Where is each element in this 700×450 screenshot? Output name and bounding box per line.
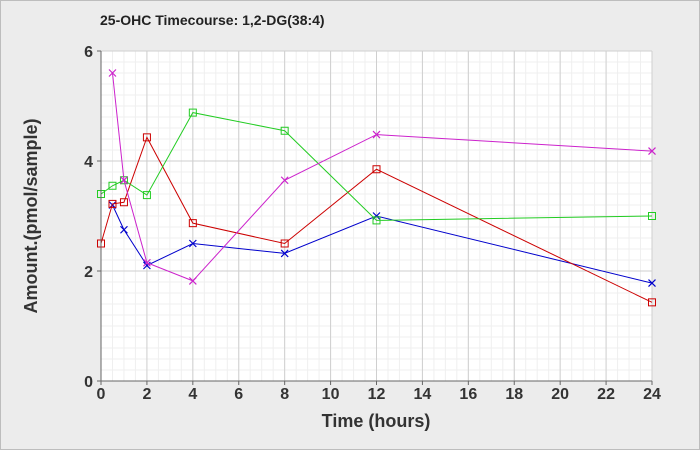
- y-tick-label: 0: [84, 374, 93, 391]
- data-point: [119, 198, 128, 207]
- data-point: [280, 249, 289, 258]
- x-tick-label: 12: [368, 386, 386, 403]
- data-point: [142, 133, 151, 142]
- x-tick-label: 22: [597, 386, 615, 403]
- x-axis-ticks: 0 2 4 6 8 10 12 14 16 18 20 22 24: [97, 381, 661, 403]
- y-tick-label: 4: [84, 154, 93, 171]
- data-point: [120, 176, 128, 185]
- x-tick-label: 4: [188, 386, 197, 403]
- y-axis-ticks: 0 2 4 6: [84, 44, 101, 391]
- chart-title: 25-OHC Timecourse: 1,2-DG(38:4): [100, 12, 325, 28]
- data-point: [372, 165, 381, 174]
- series-1: [108, 201, 656, 288]
- data-point: [648, 147, 656, 156]
- x-axis-label: Time (hours): [322, 411, 431, 431]
- data-point: [108, 181, 117, 190]
- x-tick-label: 16: [459, 386, 477, 403]
- series-4: [108, 69, 656, 285]
- data-point: [120, 225, 128, 234]
- data-point: [280, 126, 289, 135]
- x-tick-label: 14: [414, 386, 432, 403]
- y-tick-label: 6: [84, 44, 93, 61]
- data-point: [142, 258, 151, 267]
- series-line: [100, 112, 653, 221]
- data-point: [648, 212, 656, 220]
- x-tick-label: 8: [280, 386, 289, 403]
- x-tick-label: 18: [505, 386, 523, 403]
- data-point: [372, 216, 381, 225]
- x-tick-label: 24: [643, 386, 661, 403]
- data-point: [372, 130, 381, 139]
- data-point: [280, 176, 289, 185]
- data-point: [142, 191, 151, 200]
- series-2: [97, 133, 656, 307]
- data-point: [188, 276, 197, 285]
- data-point: [108, 69, 117, 77]
- x-tick-label: 10: [322, 386, 340, 403]
- series-line: [100, 136, 653, 303]
- data-point: [648, 298, 656, 307]
- series-layer: [97, 69, 656, 307]
- data-point: [188, 219, 197, 228]
- data-point: [280, 239, 289, 248]
- y-axis-label: Amount.(pmol/sample): [21, 118, 41, 313]
- x-tick-label: 0: [97, 386, 106, 403]
- data-point: [648, 279, 656, 288]
- series-3: [97, 108, 656, 225]
- data-point: [188, 239, 197, 248]
- data-point: [108, 199, 117, 208]
- y-tick-label: 2: [84, 264, 93, 281]
- data-point: [188, 108, 197, 117]
- x-tick-label: 20: [551, 386, 569, 403]
- x-tick-label: 6: [234, 386, 243, 403]
- x-tick-label: 2: [142, 386, 151, 403]
